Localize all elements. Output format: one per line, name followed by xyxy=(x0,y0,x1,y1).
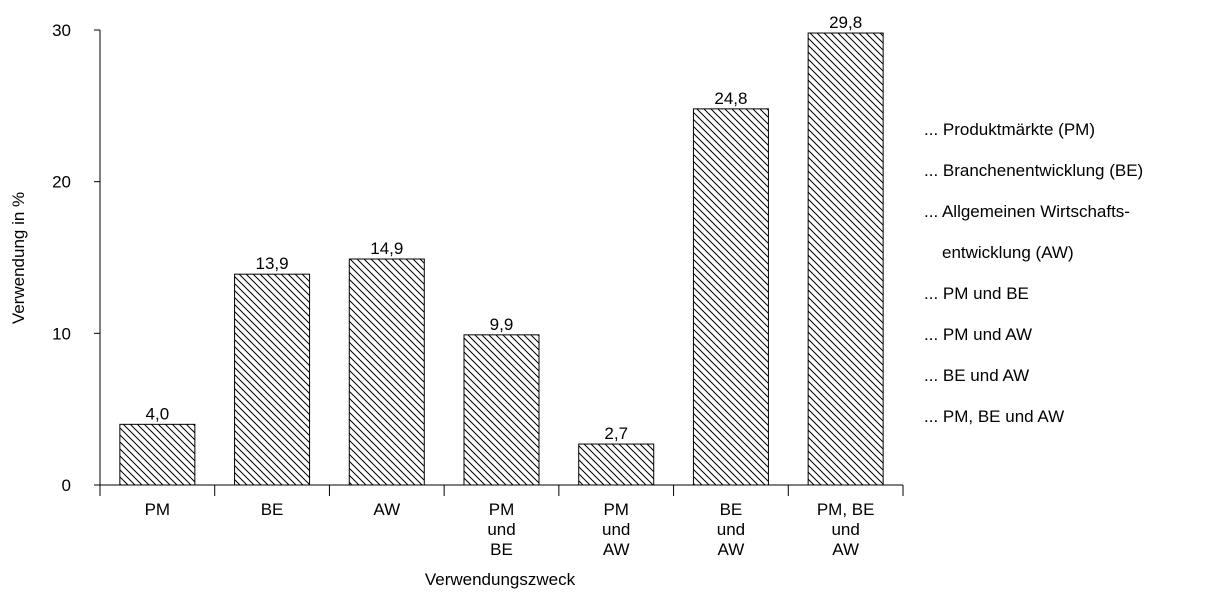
y-tick-label: 20 xyxy=(52,173,71,192)
x-tick-label: und xyxy=(487,520,515,539)
x-axis xyxy=(99,484,904,496)
x-tick-label: BE xyxy=(261,500,284,519)
x-tick-label: PM xyxy=(603,500,629,519)
legend-item-pm-aw: ... PM und AW xyxy=(924,325,1033,344)
x-tick-label: AW xyxy=(718,540,745,559)
bars xyxy=(119,32,884,486)
x-tick-label: AW xyxy=(603,540,630,559)
legend-item-pm-be: ... PM und BE xyxy=(924,284,1029,303)
x-tick-label: BE xyxy=(720,500,743,519)
y-tick-label: 10 xyxy=(52,324,71,343)
legend-item-pm: ... Produktmärkte (PM) xyxy=(924,120,1095,139)
bar-value-label: 24,8 xyxy=(714,89,747,108)
bar-value-label: 2,7 xyxy=(604,424,628,443)
bar-value-label: 4,0 xyxy=(146,404,170,423)
legend-item-pm-be-aw: ... PM, BE und AW xyxy=(924,407,1065,426)
y-axis-title: Verwendung in % xyxy=(9,192,28,324)
bar xyxy=(463,334,540,486)
x-tick-label: BE xyxy=(490,540,513,559)
legend-item-be: ... Branchenentwicklung (BE) xyxy=(924,161,1144,180)
value-labels: 4,0 13,9 14,9 9,9 2,7 24,8 29,8 xyxy=(146,13,863,443)
legend-item-be-aw: ... BE und AW xyxy=(924,366,1030,385)
y-tick-label: 30 xyxy=(52,21,71,40)
bar-value-label: 9,9 xyxy=(490,315,514,334)
y-tick-label: 0 xyxy=(62,476,71,495)
x-tick-label: AW xyxy=(373,500,400,519)
x-tick-label: PM xyxy=(145,500,171,519)
legend-item-aw-continued: entwicklung (AW) xyxy=(942,243,1074,262)
x-tick-label: und xyxy=(717,520,745,539)
bar-value-label: 29,8 xyxy=(829,13,862,32)
bar xyxy=(807,32,884,486)
bar xyxy=(119,423,196,486)
x-tick-label: PM, BE xyxy=(817,500,875,519)
bar-value-label: 13,9 xyxy=(256,254,289,273)
x-axis-title: Verwendungszweck xyxy=(425,570,576,589)
x-tick-label: PM xyxy=(489,500,515,519)
bar-value-label: 14,9 xyxy=(370,239,403,258)
y-axis: 0 10 20 30 xyxy=(52,21,101,495)
bar xyxy=(692,108,769,486)
legend-item-aw: ... Allgemeinen Wirtschafts- xyxy=(924,202,1130,221)
x-tick-label: und xyxy=(602,520,630,539)
x-tick-label: und xyxy=(831,520,859,539)
bar xyxy=(578,443,655,486)
bar xyxy=(348,258,425,486)
x-tick-label: AW xyxy=(832,540,859,559)
bar xyxy=(234,273,311,486)
